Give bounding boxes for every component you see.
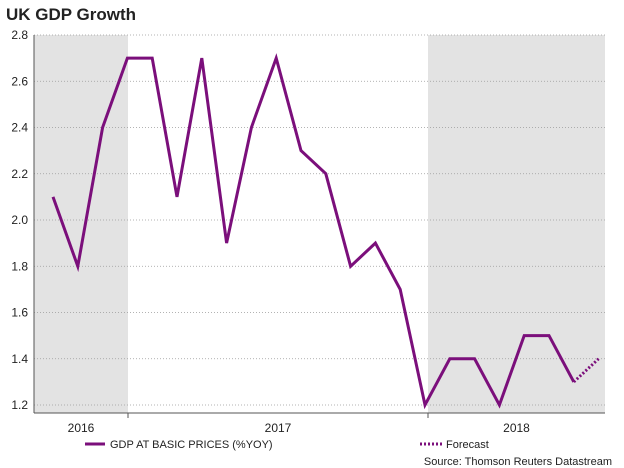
shaded-year-bands [34,35,605,413]
forecast-series-line [572,357,600,383]
legend: GDP AT BASIC PRICES (%YOY) Forecast [85,439,489,451]
shade-band-2018 [428,35,605,413]
gdp-series-line [51,53,576,410]
chart-title: UK GDP Growth [6,5,136,24]
y-tick-label: 1.2 [11,398,28,412]
x-tick-label-2017: 2017 [265,421,292,435]
source-note: Source: Thomson Reuters Datastream [424,456,612,468]
y-tick-label: 2.4 [11,121,28,135]
x-tick-labels: 2016 2017 2018 [68,413,530,435]
y-tick-label: 2.8 [11,28,28,42]
x-tick-label-2018: 2018 [503,421,530,435]
legend-label-forecast: Forecast [446,439,489,451]
y-tick-label: 1.4 [11,352,28,366]
y-tick-labels: 1.2 1.4 1.6 1.8 2.0 2.2 2.4 2.6 2.8 [11,28,28,412]
legend-label-gdp: GDP AT BASIC PRICES (%YOY) [110,439,273,451]
x-tick-label-2016: 2016 [68,421,95,435]
series-lines [51,53,600,410]
gridlines [34,34,605,406]
y-tick-label: 1.6 [11,306,28,320]
y-tick-label: 2.6 [11,74,28,88]
y-tick-label: 2.2 [11,167,28,181]
y-tick-label: 1.8 [11,259,28,273]
y-tick-label: 2.0 [11,213,28,227]
